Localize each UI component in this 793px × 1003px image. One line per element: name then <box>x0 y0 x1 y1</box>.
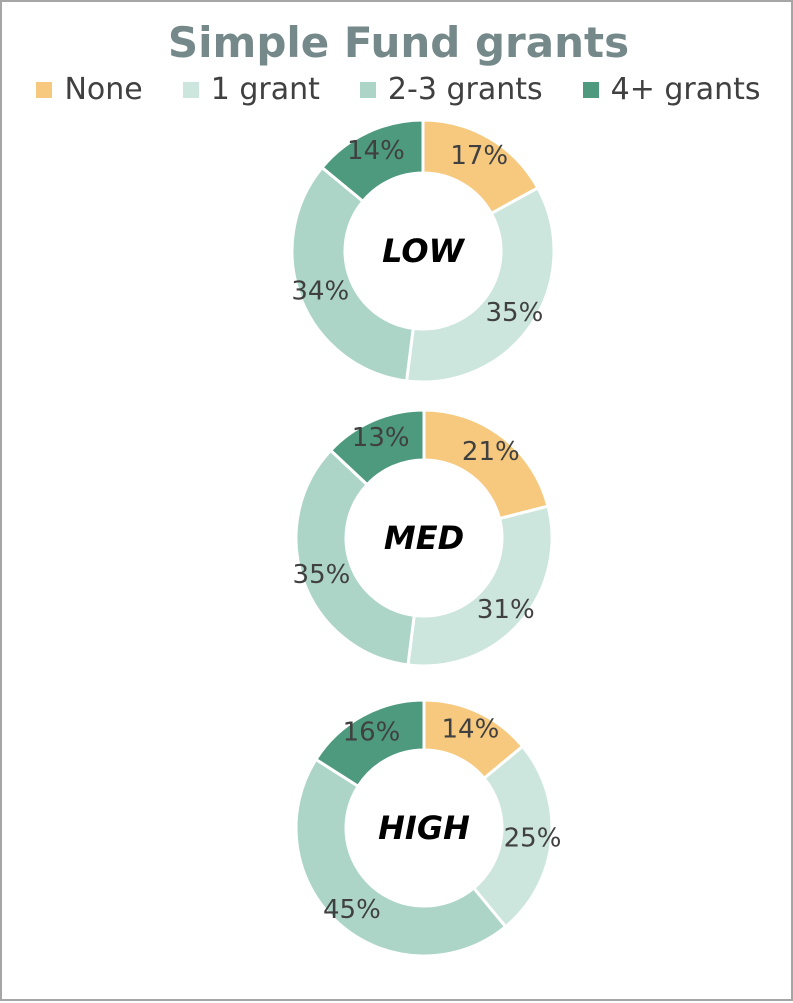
value-label-high-none: 14% <box>442 714 500 744</box>
slice-high-4-plus-grants <box>313 698 426 789</box>
legend-item-4-plus-grants: 4+ grants <box>582 72 761 107</box>
value-label-high-4-plus-grants: 16% <box>343 717 401 747</box>
donut-high: 14% 25% 45% 16% HIGH <box>294 698 562 958</box>
legend-label-1-grant: 1 grant <box>210 72 320 107</box>
legend-swatch-2-3-grants <box>359 81 376 98</box>
slice-high-2-3-grants <box>294 757 508 958</box>
donut-med: 21% 31% 35% 13% MED <box>293 408 554 668</box>
value-label-med-2-3-grants: 35% <box>293 560 351 590</box>
slice-med-4-plus-grants <box>328 408 426 487</box>
donut-low: 17% 35% 34% 14% LOW <box>290 118 556 384</box>
legend-item-none: None <box>36 72 143 107</box>
legend-label-2-3-grants: 2-3 grants <box>387 72 543 107</box>
center-label-low: LOW <box>382 232 465 270</box>
legend-item-2-3-grants: 2-3 grants <box>359 72 543 107</box>
legend-label-4-plus-grants: 4+ grants <box>610 72 761 107</box>
chart-legend: None 1 grant 2-3 grants 4+ grants <box>2 72 793 107</box>
value-label-low-none: 17% <box>450 141 508 171</box>
slice-low-1-grant <box>404 185 556 384</box>
value-label-high-1-grant: 25% <box>504 823 562 853</box>
center-label-med: MED <box>384 519 464 557</box>
value-label-med-4-plus-grants: 13% <box>352 423 410 453</box>
value-label-med-1-grant: 31% <box>477 595 535 625</box>
value-label-med-none: 21% <box>462 437 520 467</box>
value-label-low-2-3-grants: 34% <box>291 277 349 307</box>
legend-swatch-none <box>36 81 53 98</box>
chart-title: Simple Fund grants <box>167 18 630 67</box>
value-label-low-1-grant: 35% <box>485 298 543 328</box>
slice-high-1-grant <box>471 744 554 929</box>
legend-item-1-grant: 1 grant <box>182 72 320 107</box>
slice-low-4-plus-grants <box>319 118 425 204</box>
legend-swatch-4-plus-grants <box>582 81 599 98</box>
value-label-low-4-plus-grants: 14% <box>347 136 405 166</box>
legend-label-none: None <box>64 72 143 107</box>
center-label-high: HIGH <box>378 809 470 847</box>
slice-med-1-grant <box>406 504 554 668</box>
slice-low-2-3-grants <box>290 165 415 383</box>
legend-swatch-1-grant <box>182 81 199 98</box>
slice-med-2-3-grants <box>294 448 416 667</box>
value-label-high-2-3-grants: 45% <box>323 895 381 925</box>
